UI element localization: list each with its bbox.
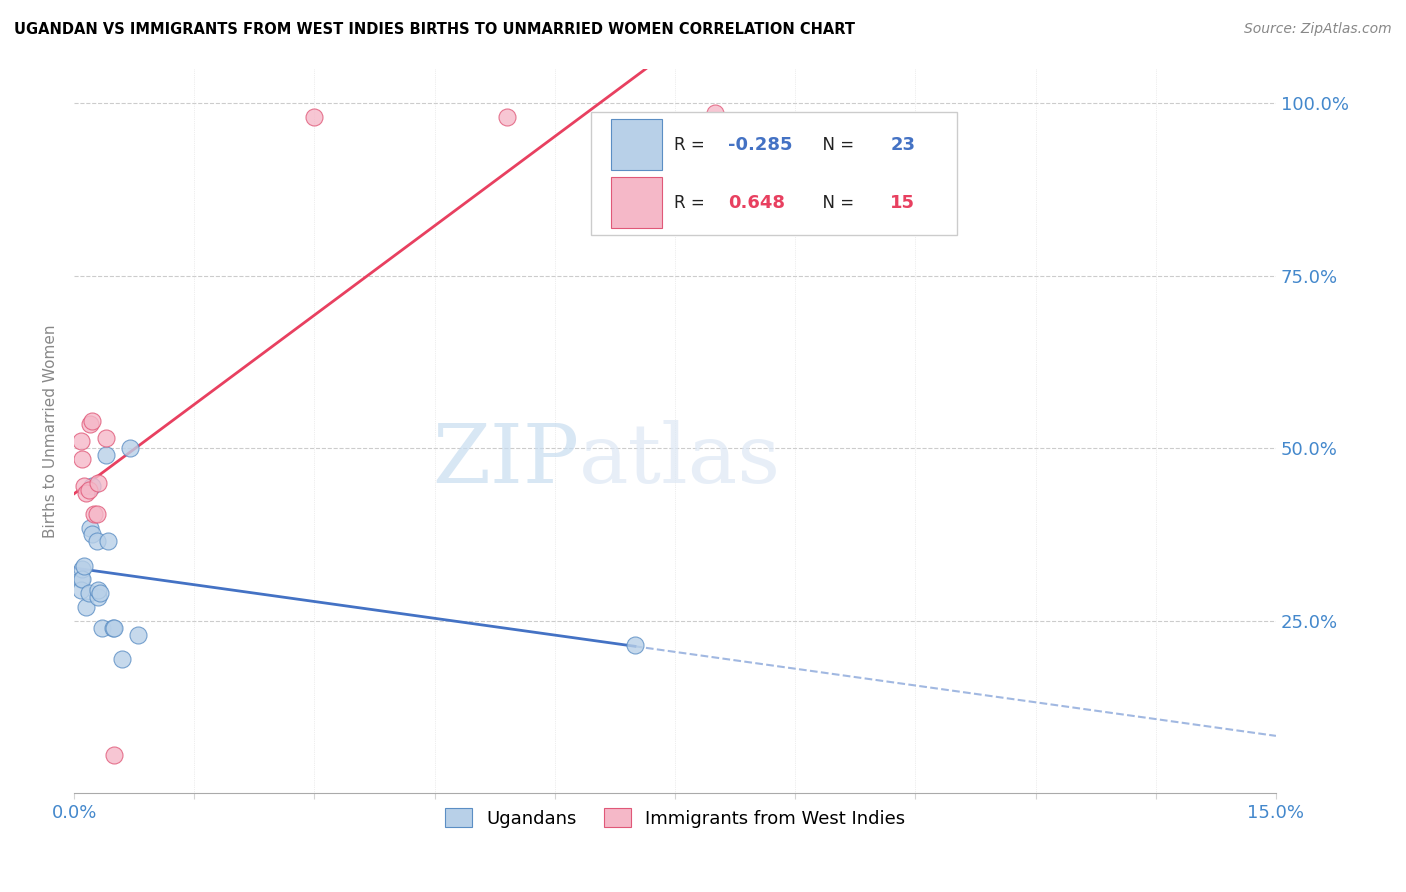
Point <box>80 479 103 493</box>
Text: N =: N = <box>813 136 859 153</box>
Point <box>69 572 91 586</box>
Legend: Ugandans, Immigrants from West Indies: Ugandans, Immigrants from West Indies <box>437 801 912 835</box>
Point <box>91 621 114 635</box>
FancyBboxPatch shape <box>612 178 662 228</box>
Point <box>69 434 91 449</box>
Point <box>86 507 108 521</box>
Point <box>70 451 93 466</box>
Point <box>80 414 103 428</box>
Point <box>495 110 517 124</box>
Point <box>103 621 125 635</box>
Point <box>75 486 97 500</box>
Point <box>704 106 727 120</box>
Point <box>304 110 326 124</box>
Point <box>127 627 149 641</box>
Point <box>101 621 124 635</box>
Text: UGANDAN VS IMMIGRANTS FROM WEST INDIES BIRTHS TO UNMARRIED WOMEN CORRELATION CHA: UGANDAN VS IMMIGRANTS FROM WEST INDIES B… <box>14 22 855 37</box>
Point <box>79 417 101 431</box>
Text: 15: 15 <box>890 194 915 211</box>
Y-axis label: Births to Unmarried Women: Births to Unmarried Women <box>44 324 58 538</box>
Point <box>83 507 105 521</box>
Point <box>70 562 93 576</box>
Text: N =: N = <box>813 194 859 211</box>
Point <box>73 558 96 573</box>
Point <box>97 534 120 549</box>
Point <box>94 448 117 462</box>
FancyBboxPatch shape <box>612 120 662 170</box>
Text: 0.648: 0.648 <box>728 194 785 211</box>
Point <box>111 651 134 665</box>
Text: atlas: atlas <box>579 420 780 500</box>
Point <box>77 586 100 600</box>
Point <box>87 582 110 597</box>
Point <box>69 582 91 597</box>
Point <box>79 520 101 534</box>
Point <box>94 431 117 445</box>
Text: -0.285: -0.285 <box>728 136 793 153</box>
Point <box>86 534 108 549</box>
Text: R =: R = <box>673 136 710 153</box>
Text: 23: 23 <box>890 136 915 153</box>
FancyBboxPatch shape <box>591 112 957 235</box>
Point <box>87 590 110 604</box>
Point <box>70 572 93 586</box>
Point <box>73 479 96 493</box>
Point <box>120 441 142 455</box>
Text: Source: ZipAtlas.com: Source: ZipAtlas.com <box>1244 22 1392 37</box>
Text: R =: R = <box>673 194 710 211</box>
Point <box>87 475 110 490</box>
Point <box>75 599 97 614</box>
Point <box>103 748 125 763</box>
Point <box>80 527 103 541</box>
Point <box>624 638 647 652</box>
Point <box>89 586 111 600</box>
Point <box>77 483 100 497</box>
Text: ZIP: ZIP <box>432 420 579 500</box>
